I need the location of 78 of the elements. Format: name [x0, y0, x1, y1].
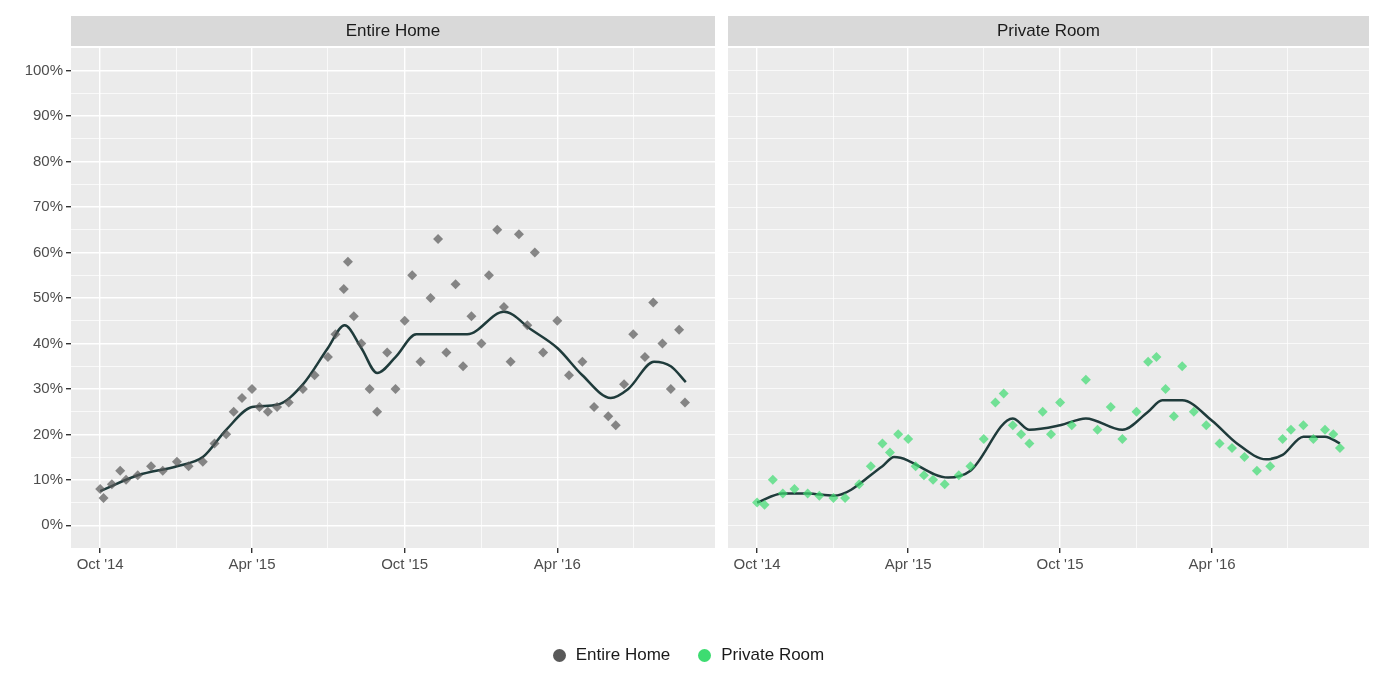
point: [828, 493, 839, 503]
legend-label: Entire Home: [575, 645, 671, 665]
point: [1308, 433, 1319, 444]
point: [965, 461, 976, 472]
x-tick-label: Oct '15: [1036, 555, 1084, 573]
point: [953, 470, 964, 481]
point: [918, 470, 929, 481]
y-tick-label: 0%: [41, 515, 63, 533]
point: [1277, 433, 1288, 444]
point: [1007, 420, 1018, 431]
point: [1066, 420, 1077, 431]
y-tick-label: 40%: [32, 333, 63, 351]
point: [865, 461, 876, 472]
point: [1201, 420, 1212, 431]
point: [877, 438, 888, 449]
point: [990, 397, 1001, 408]
point: [893, 429, 904, 440]
point: [759, 499, 770, 510]
point: [1160, 383, 1171, 394]
point: [1024, 438, 1035, 449]
point: [1080, 374, 1091, 385]
point: [928, 474, 939, 485]
point: [1092, 424, 1103, 435]
chart-title: Private Room: [728, 16, 1369, 46]
point: [1016, 429, 1027, 440]
y-tick-label: 80%: [32, 151, 63, 169]
point: [1131, 406, 1142, 417]
point: [1298, 420, 1309, 431]
x-tick-label: Oct '15: [381, 555, 429, 573]
point: [854, 479, 865, 490]
point: [1334, 443, 1345, 453]
y-tick-label: 90%: [32, 106, 63, 124]
point: [1151, 352, 1162, 363]
point: [978, 433, 989, 444]
point: [1319, 424, 1330, 435]
y-tick-label: 30%: [32, 379, 63, 397]
y-tick-label: 50%: [32, 288, 63, 306]
x-tick-label: Oct '14: [733, 555, 781, 573]
point: [884, 447, 895, 458]
point: [1117, 433, 1128, 444]
y-tick-label: 60%: [32, 242, 63, 260]
point: [910, 461, 921, 472]
y-tick-label: 70%: [32, 197, 63, 215]
point: [1045, 429, 1056, 440]
point: [802, 488, 813, 499]
x-tick-label: Oct '14: [76, 555, 124, 573]
point: [840, 493, 851, 503]
point: [1188, 406, 1199, 417]
point: [814, 490, 825, 501]
point: [998, 388, 1009, 399]
point: [1105, 402, 1116, 413]
point: [767, 474, 778, 485]
x-tick-label: Apr '15: [228, 555, 276, 573]
point: [939, 479, 950, 490]
point: [1037, 406, 1048, 417]
legend-label: Private Room: [721, 645, 825, 665]
point: [1177, 361, 1188, 372]
point: [1214, 438, 1225, 449]
point: [777, 488, 788, 499]
point: [1055, 397, 1066, 408]
point: [1251, 465, 1262, 476]
x-tick-label: Apr '16: [1188, 555, 1236, 573]
point: [789, 483, 800, 494]
y-tick-label: 100%: [24, 60, 63, 78]
x-tick-label: Apr '16: [533, 555, 581, 573]
point: [752, 497, 763, 508]
point: [903, 433, 914, 444]
chart-title: Entire Home: [71, 16, 715, 46]
point: [1239, 452, 1250, 463]
y-tick-label: 10%: [32, 469, 63, 487]
point: [1227, 443, 1237, 453]
point: [1143, 356, 1154, 367]
point: [1168, 411, 1179, 422]
point: [1265, 461, 1276, 472]
x-tick-label: Apr '15: [884, 555, 932, 573]
point: [1285, 424, 1296, 435]
point: [1328, 429, 1339, 440]
y-tick-label: 20%: [32, 424, 63, 442]
